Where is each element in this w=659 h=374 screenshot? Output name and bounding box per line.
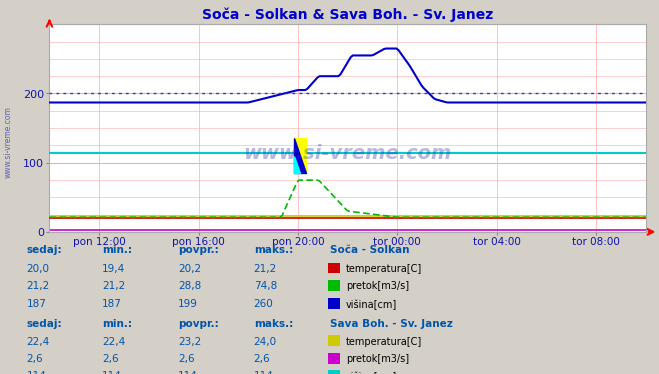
Text: povpr.:: povpr.: <box>178 319 219 329</box>
Text: 2,6: 2,6 <box>178 354 194 364</box>
Text: višina[cm]: višina[cm] <box>346 299 397 310</box>
Text: povpr.:: povpr.: <box>178 245 219 255</box>
Text: Soča - Solkan: Soča - Solkan <box>330 245 409 255</box>
Text: www.si-vreme.com: www.si-vreme.com <box>243 144 452 163</box>
Text: 22,4: 22,4 <box>26 337 49 347</box>
Text: 21,2: 21,2 <box>26 281 49 291</box>
Text: min.:: min.: <box>102 245 132 255</box>
Polygon shape <box>294 138 306 173</box>
Text: 20,2: 20,2 <box>178 264 201 274</box>
Text: sedaj:: sedaj: <box>26 245 62 255</box>
Text: 23,2: 23,2 <box>178 337 201 347</box>
Text: min.:: min.: <box>102 319 132 329</box>
Text: 187: 187 <box>102 299 122 309</box>
Text: 74,8: 74,8 <box>254 281 277 291</box>
Text: 199: 199 <box>178 299 198 309</box>
Text: 20,0: 20,0 <box>26 264 49 274</box>
Text: 187: 187 <box>26 299 46 309</box>
Text: 19,4: 19,4 <box>102 264 125 274</box>
Text: 2,6: 2,6 <box>254 354 270 364</box>
Text: temperatura[C]: temperatura[C] <box>346 337 422 347</box>
Text: 260: 260 <box>254 299 273 309</box>
Polygon shape <box>294 138 306 173</box>
Text: pretok[m3/s]: pretok[m3/s] <box>346 354 409 364</box>
Text: temperatura[C]: temperatura[C] <box>346 264 422 274</box>
Text: 21,2: 21,2 <box>254 264 277 274</box>
Text: 24,0: 24,0 <box>254 337 277 347</box>
Text: maks.:: maks.: <box>254 319 293 329</box>
Text: pretok[m3/s]: pretok[m3/s] <box>346 281 409 291</box>
Text: 114: 114 <box>178 371 198 374</box>
Text: 21,2: 21,2 <box>102 281 125 291</box>
Text: 22,4: 22,4 <box>102 337 125 347</box>
Text: 28,8: 28,8 <box>178 281 201 291</box>
Text: maks.:: maks.: <box>254 245 293 255</box>
Text: sedaj:: sedaj: <box>26 319 62 329</box>
Text: 2,6: 2,6 <box>102 354 119 364</box>
Text: www.si-vreme.com: www.si-vreme.com <box>3 106 13 178</box>
Polygon shape <box>294 156 300 173</box>
Text: Sava Boh. - Sv. Janez: Sava Boh. - Sv. Janez <box>330 319 452 329</box>
Text: 114: 114 <box>102 371 122 374</box>
Title: Soča - Solkan & Sava Boh. - Sv. Janez: Soča - Solkan & Sava Boh. - Sv. Janez <box>202 7 493 22</box>
Text: višina[cm]: višina[cm] <box>346 371 397 374</box>
Text: 114: 114 <box>26 371 46 374</box>
Text: 114: 114 <box>254 371 273 374</box>
Text: 2,6: 2,6 <box>26 354 43 364</box>
